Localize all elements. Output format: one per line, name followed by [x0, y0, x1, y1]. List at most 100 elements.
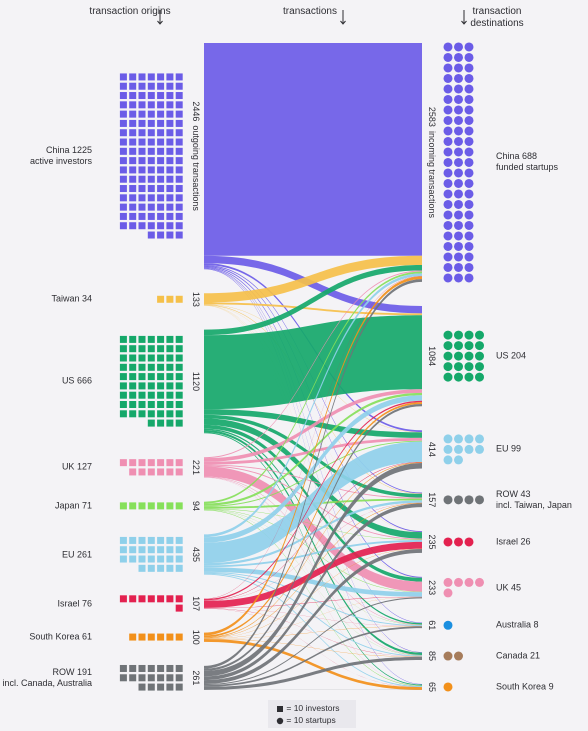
- investor-square: [166, 92, 174, 100]
- transactions-value: 107: [191, 596, 201, 611]
- startup-dot: [454, 434, 463, 444]
- startup-dot: [454, 105, 463, 115]
- investor-square: [175, 212, 183, 220]
- investor-square: [175, 391, 183, 399]
- destination-transactions: 85: [427, 651, 437, 661]
- investor-square: [166, 345, 174, 353]
- destination-transactions: 1084: [427, 346, 437, 366]
- investor-square: [157, 203, 165, 211]
- investor-square: [119, 110, 127, 118]
- flow: [204, 573, 422, 688]
- investor-square: [147, 401, 155, 409]
- startup-dot: [454, 330, 463, 340]
- source-name: EU: [61, 549, 75, 560]
- startup-dot: [454, 341, 463, 351]
- flow: [204, 409, 422, 438]
- startup-dot: [454, 577, 463, 587]
- investor-square: [138, 194, 146, 202]
- startup-dot: [443, 210, 453, 220]
- investor-square: [138, 536, 146, 544]
- transactions-value: 235: [427, 534, 437, 549]
- investor-square: [175, 664, 183, 672]
- investor-square: [157, 633, 165, 641]
- investor-square: [147, 110, 155, 118]
- destination-name: US: [496, 350, 509, 361]
- investor-square: [129, 157, 137, 165]
- investor-square: [157, 185, 165, 193]
- investor-square: [129, 82, 137, 90]
- source-name: UK: [61, 461, 75, 472]
- startup-dot: [464, 178, 474, 188]
- investor-square: [119, 354, 127, 362]
- flow: [204, 626, 422, 687]
- startup-dot: [454, 220, 463, 230]
- investor-square: [138, 674, 146, 682]
- startup-dot: [464, 241, 474, 251]
- flow: [204, 626, 422, 639]
- investor-square: [147, 595, 155, 603]
- startup-dot: [464, 199, 474, 209]
- investor-square: [147, 468, 155, 476]
- investor-square: [166, 222, 174, 230]
- investor-square: [166, 382, 174, 390]
- startup-dot: [454, 157, 463, 167]
- investor-square: [166, 391, 174, 399]
- startup-dot: [454, 262, 463, 272]
- investor-square: [138, 555, 146, 563]
- destination-transactions: 61: [427, 620, 437, 630]
- investor-square: [166, 185, 174, 193]
- transactions-value: 100: [191, 630, 201, 645]
- investor-square: [138, 335, 146, 343]
- investor-square: [157, 295, 165, 303]
- investor-square: [166, 157, 174, 165]
- investor-square: [119, 373, 127, 381]
- startup-dot: [475, 495, 484, 505]
- investor-square: [166, 73, 174, 81]
- startup-dot: [443, 115, 453, 125]
- investor-square: [138, 401, 146, 409]
- investor-square: [138, 138, 146, 146]
- investor-square: [119, 222, 127, 230]
- startup-dot: [475, 330, 484, 340]
- source-name: Israel: [57, 598, 80, 609]
- startup-dot: [464, 444, 474, 454]
- investor-square: [166, 595, 174, 603]
- startup-dot: [443, 444, 453, 454]
- investor-square: [157, 194, 165, 202]
- investor-square: [175, 345, 183, 353]
- investor-square: [166, 212, 174, 220]
- flow: [204, 466, 422, 592]
- destination-label: China 688 funded startups: [496, 151, 586, 173]
- source-label: Japan 71: [2, 501, 92, 512]
- legend-label: = 10 investors: [286, 703, 340, 713]
- startup-dot: [443, 52, 453, 62]
- transactions-value: 2446: [191, 101, 201, 121]
- legend-circle: [276, 717, 284, 724]
- investor-square: [166, 633, 174, 641]
- startup-dot: [454, 42, 463, 52]
- startup-dot: [464, 52, 474, 62]
- investor-square: [157, 536, 165, 544]
- investor-square: [175, 401, 183, 409]
- investor-square: [138, 147, 146, 155]
- destination-line: ROW 43: [496, 489, 586, 500]
- investor-square: [147, 101, 155, 109]
- investor-square: [138, 564, 146, 572]
- investor-square: [129, 664, 137, 672]
- startup-dot: [443, 273, 453, 283]
- flow: [204, 305, 422, 533]
- startup-dot: [464, 262, 474, 272]
- startup-dot: [443, 147, 453, 157]
- investor-square: [157, 92, 165, 100]
- transactions-note: incoming transactions: [427, 131, 437, 219]
- flow: [204, 276, 422, 636]
- destination-label: UK 45: [496, 582, 586, 593]
- investor-square: [175, 231, 183, 239]
- investor-square: [138, 382, 146, 390]
- investor-square: [129, 633, 137, 641]
- investor-square: [129, 363, 137, 371]
- investor-square: [157, 373, 165, 381]
- investor-square: [129, 138, 137, 146]
- investor-square: [119, 502, 127, 510]
- investor-square: [175, 185, 183, 193]
